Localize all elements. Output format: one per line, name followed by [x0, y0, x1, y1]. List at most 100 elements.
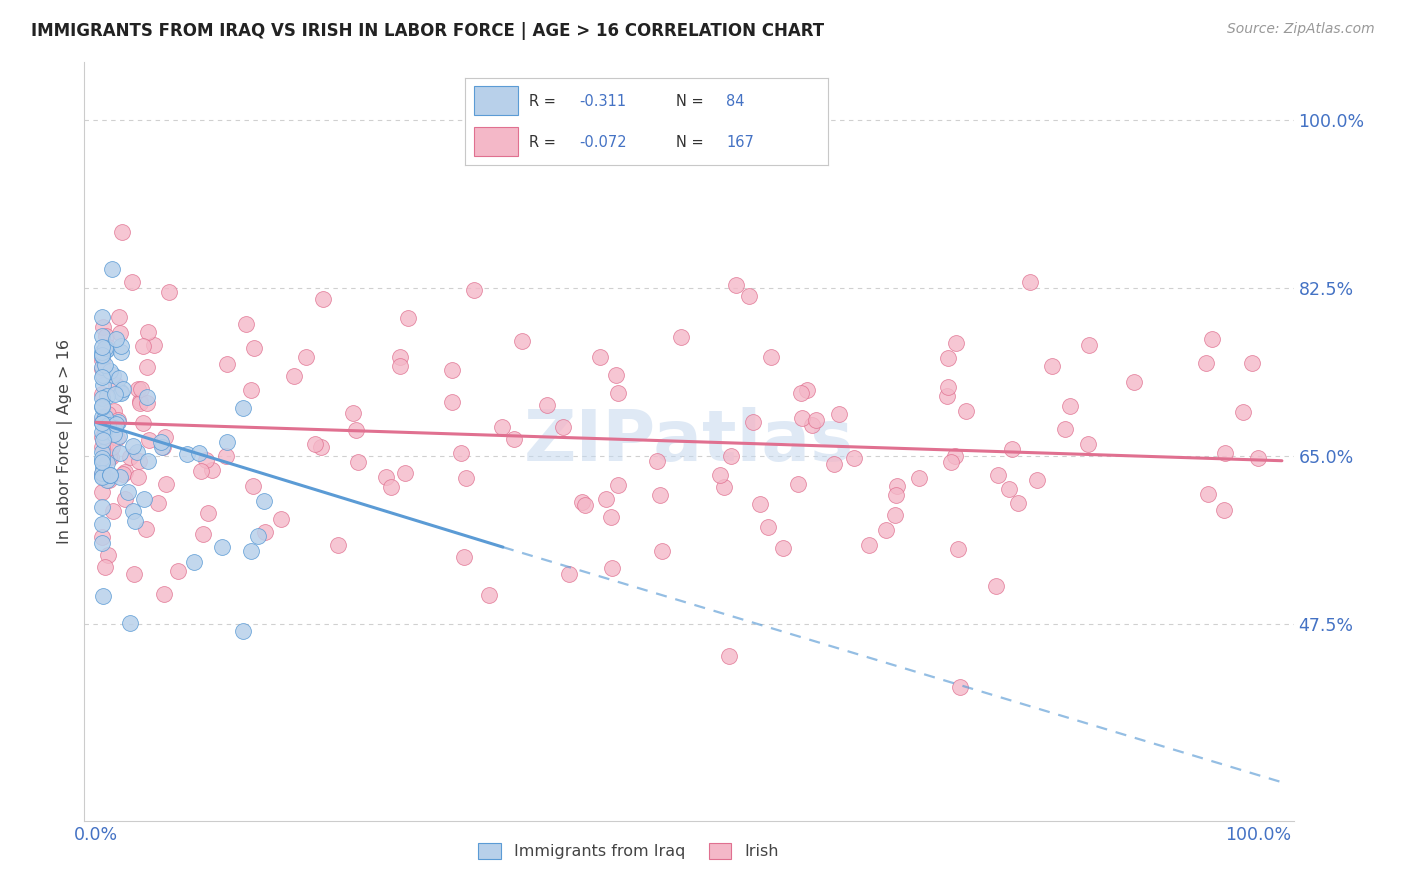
Point	[984, 579, 1007, 593]
Point	[724, 278, 747, 293]
Point	[136, 454, 159, 468]
Point	[884, 487, 907, 501]
Point	[131, 417, 153, 431]
Point	[101, 368, 124, 383]
Point	[801, 417, 824, 432]
Point	[142, 337, 165, 351]
Point	[503, 432, 526, 446]
Point	[201, 463, 224, 477]
Point	[456, 471, 478, 485]
Point	[453, 550, 475, 565]
Point	[138, 434, 160, 448]
Point	[108, 446, 131, 460]
Point	[105, 431, 128, 445]
Point	[104, 417, 127, 431]
Point	[328, 538, 350, 552]
Point	[108, 370, 131, 384]
Point	[823, 457, 845, 471]
Point	[669, 330, 692, 344]
Point	[312, 292, 335, 306]
Point	[90, 425, 112, 439]
Point	[90, 329, 112, 343]
Point	[243, 341, 266, 355]
Point	[98, 364, 121, 378]
Point	[295, 350, 318, 364]
Text: IMMIGRANTS FROM IRAQ VS IRISH IN LABOR FORCE | AGE > 16 CORRELATION CHART: IMMIGRANTS FROM IRAQ VS IRISH IN LABOR F…	[31, 22, 824, 40]
Point	[574, 498, 596, 512]
Point	[103, 404, 125, 418]
Point	[759, 350, 782, 364]
Point	[1026, 473, 1049, 487]
Point	[118, 450, 141, 464]
Point	[190, 464, 212, 478]
Point	[941, 455, 963, 469]
Point	[110, 385, 132, 400]
Point	[749, 497, 772, 511]
Point	[651, 543, 673, 558]
Point	[90, 348, 112, 362]
Point	[945, 336, 967, 351]
Point	[94, 559, 117, 574]
Point	[117, 485, 139, 500]
Point	[844, 451, 866, 466]
Point	[94, 417, 117, 432]
Point	[1213, 502, 1236, 516]
Point	[146, 496, 169, 510]
Point	[121, 439, 143, 453]
Point	[1040, 359, 1063, 374]
Point	[90, 500, 112, 515]
Point	[152, 441, 174, 455]
Point	[110, 339, 132, 353]
Point	[103, 426, 125, 441]
Point	[100, 261, 122, 276]
Point	[239, 383, 262, 397]
Point	[936, 351, 959, 366]
Point	[150, 434, 173, 449]
Point	[246, 529, 269, 543]
Point	[90, 467, 112, 482]
Point	[103, 421, 125, 435]
Point	[91, 320, 114, 334]
Point	[90, 440, 112, 454]
Point	[100, 467, 122, 482]
Point	[104, 377, 127, 392]
Point	[188, 445, 211, 459]
Point	[828, 408, 851, 422]
Point	[124, 515, 146, 529]
Point	[136, 395, 159, 409]
Point	[97, 407, 120, 421]
Point	[1240, 356, 1263, 370]
Point	[111, 225, 134, 239]
Point	[98, 450, 121, 465]
Point	[232, 401, 254, 415]
Point	[908, 471, 931, 485]
Point	[1122, 375, 1144, 389]
Point	[90, 470, 112, 484]
Point	[94, 341, 117, 355]
Point	[787, 477, 810, 491]
Point	[94, 468, 117, 483]
Point	[1247, 451, 1270, 466]
Point	[536, 398, 558, 412]
Point	[650, 488, 672, 502]
Point	[153, 587, 176, 601]
Point	[93, 460, 115, 475]
Point	[155, 476, 177, 491]
Point	[183, 556, 205, 570]
Point	[107, 415, 129, 429]
Point	[110, 470, 132, 484]
Point	[450, 446, 472, 460]
Point	[283, 369, 305, 384]
Point	[478, 588, 501, 602]
Point	[943, 449, 966, 463]
Point	[97, 548, 120, 562]
Point	[90, 409, 112, 424]
Point	[167, 564, 190, 578]
Point	[90, 517, 112, 532]
Point	[605, 368, 627, 383]
Point	[440, 362, 463, 376]
Point	[935, 389, 957, 403]
Point	[90, 360, 112, 375]
Point	[645, 454, 668, 468]
Point	[107, 413, 129, 427]
